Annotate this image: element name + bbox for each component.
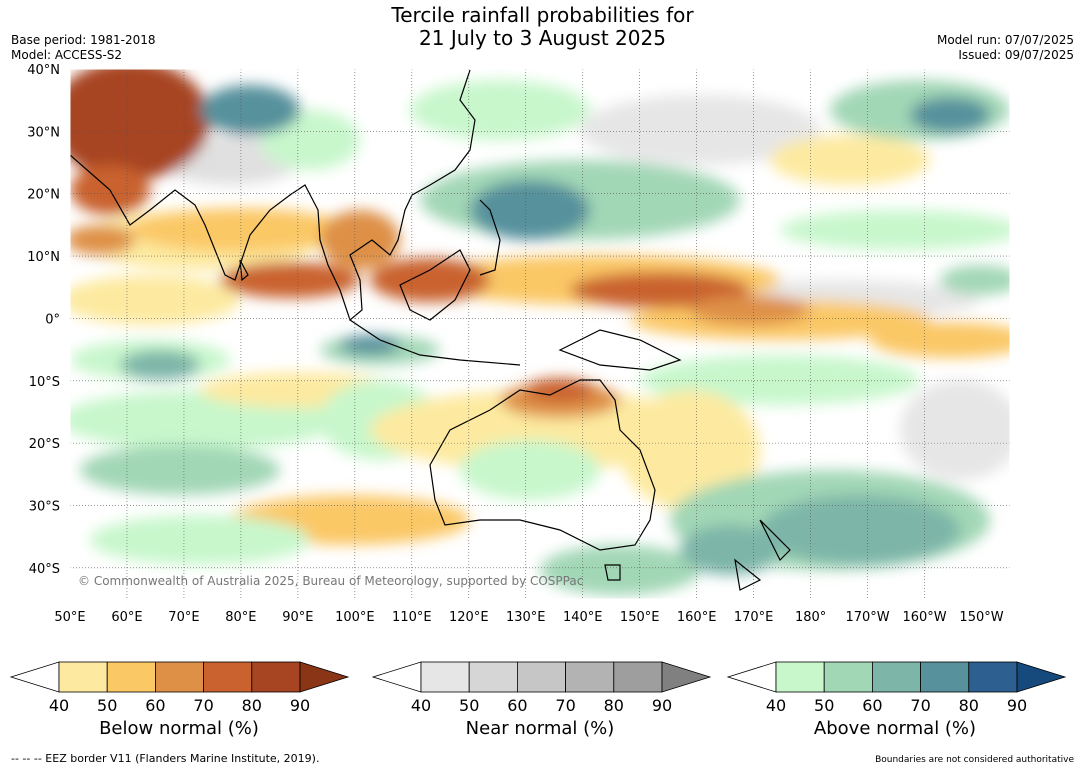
- copyright-text: © Commonwealth of Australia 2025, Bureau…: [78, 574, 583, 588]
- colorbar-tick-label: 80: [959, 696, 979, 715]
- lon-tick-label: 50°E: [54, 610, 85, 625]
- model-run: Model run: 07/07/2025: [936, 33, 1074, 47]
- colorbar-tick-label: 60: [862, 696, 882, 715]
- lat-tick-label: 30°S: [29, 499, 60, 514]
- above-normal-label: Above normal (%): [813, 718, 977, 739]
- near-normal-label: Near normal (%): [465, 718, 615, 739]
- lon-tick-label: 160°W: [902, 610, 946, 625]
- colorbar-segment: [872, 661, 922, 693]
- issued-date: Issued: 09/07/2025: [958, 48, 1074, 62]
- colorbar-tick-label: 70: [193, 696, 213, 715]
- below-normal-colorbar: 40 50 60 70 80 90: [9, 661, 350, 715]
- lat-tick-label: 20°S: [29, 437, 60, 452]
- title-line-2: 21 July to 3 August 2025: [419, 26, 666, 50]
- colorbar-tick-label: 40: [766, 696, 786, 715]
- colorbar-tick-label: 60: [507, 696, 527, 715]
- lat-tick-label: 40°S: [29, 562, 60, 577]
- colorbar-segment: [517, 661, 567, 693]
- lon-tick-label: 110°E: [392, 610, 432, 625]
- lon-tick-label: 170°W: [845, 610, 889, 625]
- colorbar-extend-high: [661, 661, 712, 693]
- colorbar-segment: [468, 661, 518, 693]
- meta-right: Model run: 07/07/2025 Issued: 09/07/2025: [937, 33, 1074, 63]
- colorbar-tick-label: 50: [459, 696, 479, 715]
- colorbar-tick-label: 90: [290, 696, 310, 715]
- map-frame: [69, 68, 1011, 600]
- colorbar-extend-low: [726, 661, 777, 693]
- colorbar-segment: [565, 661, 615, 693]
- lat-tick-label: 0°: [45, 312, 60, 327]
- lon-tick-label: 70°E: [168, 610, 199, 625]
- lon-tick-label: 60°E: [111, 610, 142, 625]
- colorbar-segment: [154, 661, 204, 693]
- lat-axis: 40°N 30°N 20°N 10°N 0° 10°S 20°S 30°S 40°S: [27, 63, 60, 577]
- colorbar-segment: [251, 661, 301, 693]
- colorbar-tick-label: 80: [242, 696, 262, 715]
- meta-left: Base period: 1981-2018 Model: ACCESS-S2: [11, 33, 156, 63]
- lat-tick-label: 30°N: [27, 125, 60, 140]
- model-name: Model: ACCESS-S2: [11, 48, 123, 62]
- lat-tick-label: 20°N: [27, 188, 60, 203]
- colorbar-segment: [613, 661, 663, 693]
- colorbar-tick-label: 70: [910, 696, 930, 715]
- colorbar-extend-low: [371, 661, 422, 693]
- lon-axis: 50°E 60°E 70°E 80°E 90°E 100°E 110°E 120°E 130°E…: [54, 610, 1003, 625]
- colorbar-segment: [58, 661, 108, 693]
- disclaimer: Boundaries are not considered authoritat…: [875, 755, 1074, 765]
- lat-tick-label: 10°N: [27, 250, 60, 265]
- colorbar-segment: [823, 661, 873, 693]
- colorbar-extend-high: [1016, 661, 1067, 693]
- near-normal-colorbar: 40 50 60 70 80 90: [371, 661, 712, 715]
- lon-tick-label: 170°E: [734, 610, 774, 625]
- colorbar-tick-label: 60: [145, 696, 165, 715]
- map-title: Tercile rainfall probabilities for 21 Ju…: [0, 4, 1085, 50]
- lon-tick-label: 130°E: [506, 610, 546, 625]
- colorbar-tick-label: 90: [652, 696, 672, 715]
- colorbar-segment: [106, 661, 156, 693]
- lon-tick-label: 120°E: [449, 610, 489, 625]
- colorbar-tick-label: 40: [411, 696, 431, 715]
- lon-tick-label: 160°E: [677, 610, 717, 625]
- lon-tick-label: 150°W: [959, 610, 1003, 625]
- colorbar-tick-label: 70: [555, 696, 575, 715]
- colorbar-extend-high: [299, 661, 350, 693]
- lon-tick-label: 100°E: [335, 610, 375, 625]
- below-normal-label: Below normal (%): [99, 718, 259, 739]
- colorbar-segment: [203, 661, 253, 693]
- colorbar-tick-label: 40: [49, 696, 69, 715]
- colorbar-segment: [420, 661, 470, 693]
- colorbar-segment: [775, 661, 825, 693]
- eez-note: -- -- -- EEZ border V11 (Flanders Marine…: [11, 752, 320, 765]
- lon-tick-label: 140°E: [563, 610, 603, 625]
- colorbar-segment: [920, 661, 970, 693]
- colorbar-segment: [968, 661, 1018, 693]
- colorbar-extend-low: [9, 661, 60, 693]
- colorbars: 40 50 60 70 80 90 40 50 60 70 80 90 40 50 60 70 80 90: [9, 661, 1067, 715]
- lat-tick-label: 10°S: [29, 375, 60, 390]
- base-period: Base period: 1981-2018: [11, 33, 156, 47]
- lon-tick-label: 90°E: [282, 610, 313, 625]
- lon-tick-label: 150°E: [620, 610, 660, 625]
- lon-tick-label: 80°E: [225, 610, 256, 625]
- colorbar-tick-label: 50: [97, 696, 117, 715]
- above-normal-colorbar: 40 50 60 70 80 90: [726, 661, 1067, 715]
- colorbar-tick-label: 50: [814, 696, 834, 715]
- lon-tick-label: 180°: [795, 610, 826, 625]
- lat-tick-label: 40°N: [27, 63, 60, 78]
- coastlines: [70, 69, 791, 591]
- graticule: [70, 69, 1010, 599]
- colorbar-tick-label: 80: [604, 696, 624, 715]
- title-line-1: Tercile rainfall probabilities for: [391, 3, 694, 27]
- colorbar-tick-label: 90: [1007, 696, 1027, 715]
- probability-field: [70, 69, 1010, 599]
